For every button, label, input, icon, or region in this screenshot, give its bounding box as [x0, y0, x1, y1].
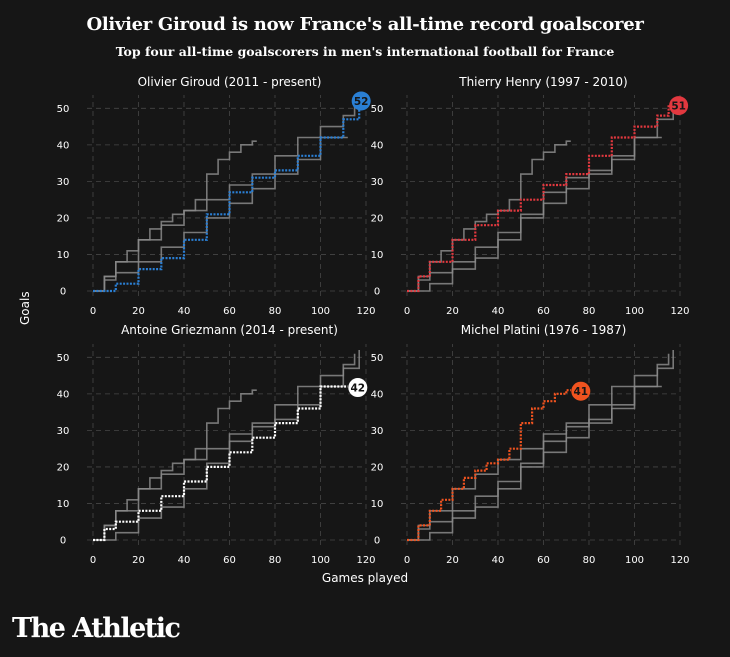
y-tick-label: 40 — [57, 140, 70, 151]
x-tick-label: 60 — [223, 555, 236, 566]
y-tick-label: 40 — [371, 389, 384, 400]
the-athletic-logo: The Athletic — [12, 613, 181, 644]
x-tick-label: 80 — [583, 555, 596, 566]
x-tick-label: 0 — [90, 555, 96, 566]
x-tick-label: 80 — [583, 306, 596, 317]
y-tick-label: 40 — [371, 140, 384, 151]
end-value-label: 42 — [350, 383, 365, 395]
x-tick-label: 40 — [492, 555, 505, 566]
x-tick-label: 40 — [178, 555, 191, 566]
x-tick-label: 80 — [269, 306, 282, 317]
end-value-badge — [571, 381, 591, 401]
y-tick-label: 0 — [60, 287, 66, 298]
x-tick-label: 0 — [404, 555, 410, 566]
x-tick-label: 100 — [311, 306, 330, 317]
y-tick-label: 50 — [57, 353, 70, 364]
y-tick-label: 50 — [371, 104, 384, 115]
panel-platini: Michel Platini (1976 - 1987) 0 10 20 30 40 50 0… — [371, 323, 690, 566]
x-tick-label: 20 — [132, 555, 145, 566]
x-tick-label: 120 — [670, 306, 689, 317]
y-tick-label: 20 — [57, 462, 70, 473]
x-axis-label: Games played — [321, 571, 409, 585]
panel-title: Michel Platini (1976 - 1987) — [461, 323, 627, 337]
x-tick-label: 0 — [90, 306, 96, 317]
panel-title: Olivier Giroud (2011 - present) — [138, 75, 322, 89]
series-line-giroud-highlight — [93, 101, 361, 293]
panel-henry: Thierry Henry (1997 - 2010) 0 10 20 30 40 50 0 2… — [371, 75, 690, 317]
y-tick-label: 10 — [57, 499, 70, 510]
end-value-label: 51 — [671, 101, 686, 113]
series-line-henry-highlight — [407, 104, 670, 293]
y-tick-label: 50 — [57, 104, 70, 115]
panel-title: Thierry Henry (1997 - 2010) — [458, 75, 628, 89]
end-value-badge — [669, 96, 689, 116]
series-line-henry — [407, 353, 670, 541]
x-tick-label: 60 — [537, 306, 550, 317]
y-tick-label: 30 — [371, 426, 384, 437]
x-tick-label: 40 — [178, 306, 191, 317]
x-tick-label: 100 — [625, 306, 644, 317]
y-tick-label: 10 — [371, 499, 384, 510]
y-tick-label: 30 — [57, 426, 70, 437]
panel-griezmann: Antoine Griezmann (2014 - present) 0 10 20 3… — [57, 323, 376, 566]
x-tick-label: 0 — [404, 306, 410, 317]
y-tick-label: 30 — [57, 177, 70, 188]
y-tick-label: 20 — [57, 213, 70, 224]
x-tick-label: 20 — [446, 306, 459, 317]
series-line-platini — [93, 140, 257, 292]
y-tick-label: 0 — [374, 536, 380, 547]
y-tick-label: 10 — [57, 250, 70, 261]
end-value-label: 52 — [354, 96, 369, 108]
y-tick-label: 0 — [60, 536, 66, 547]
y-tick-label: 10 — [371, 250, 384, 261]
end-value-badge — [348, 378, 368, 398]
x-tick-label: 40 — [492, 306, 505, 317]
y-tick-label: 40 — [57, 389, 70, 400]
series-line-henry — [93, 353, 356, 541]
chart-subtitle: Top four all-time goalscorers in men's i… — [115, 44, 615, 59]
x-tick-label: 60 — [537, 555, 550, 566]
series-line-platini — [407, 140, 571, 292]
y-tick-label: 20 — [371, 213, 384, 224]
series-line-henry — [93, 104, 356, 292]
y-tick-label: 20 — [371, 462, 384, 473]
x-tick-label: 120 — [356, 306, 375, 317]
y-tick-label: 30 — [371, 177, 384, 188]
panel-title: Antoine Griezmann (2014 - present) — [121, 323, 338, 337]
end-value-label: 41 — [573, 386, 588, 398]
chart-title: Olivier Giroud is now France's all-time … — [86, 14, 644, 35]
x-tick-label: 80 — [269, 555, 282, 566]
x-tick-label: 120 — [356, 555, 375, 566]
x-tick-label: 100 — [625, 555, 644, 566]
end-value-badge — [351, 91, 371, 111]
x-tick-label: 20 — [132, 306, 145, 317]
x-tick-label: 100 — [311, 555, 330, 566]
x-tick-label: 20 — [446, 555, 459, 566]
y-tick-label: 50 — [371, 353, 384, 364]
series-line-griezmann-highlight — [93, 385, 348, 542]
series-line-platini-highlight — [407, 389, 571, 542]
x-tick-label: 120 — [670, 555, 689, 566]
x-tick-label: 60 — [223, 306, 236, 317]
y-tick-label: 0 — [374, 287, 380, 298]
series-line-platini — [93, 389, 257, 541]
panel-giroud: Olivier Giroud (2011 - present) 0 10 20 30 40… — [57, 75, 376, 317]
